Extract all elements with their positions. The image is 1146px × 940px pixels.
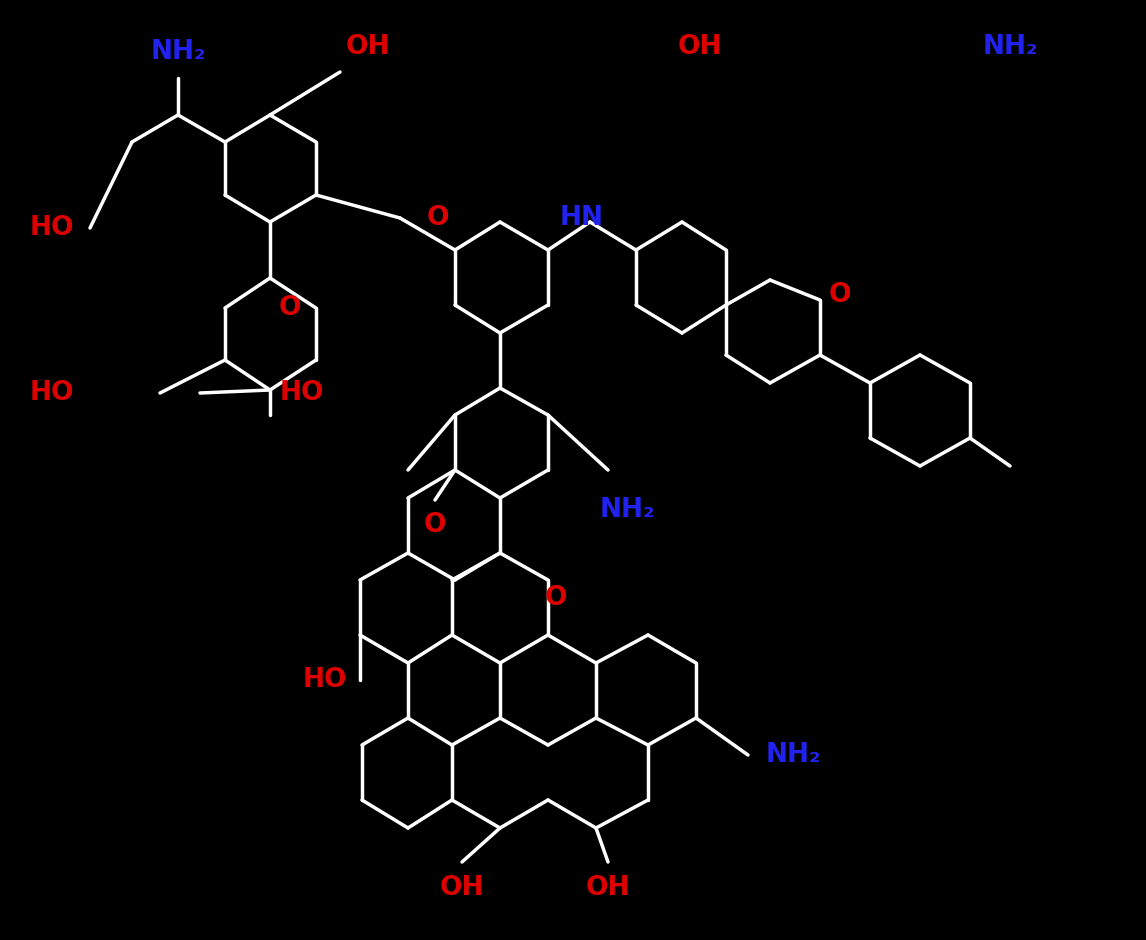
- Text: HO: HO: [30, 380, 74, 406]
- Text: NH₂: NH₂: [599, 497, 654, 523]
- Text: O: O: [544, 585, 567, 611]
- Text: OH: OH: [586, 875, 630, 901]
- Text: OH: OH: [440, 875, 485, 901]
- Text: HO: HO: [280, 380, 324, 406]
- Text: HO: HO: [303, 667, 347, 693]
- Text: HO: HO: [30, 215, 74, 241]
- Text: HN: HN: [560, 205, 604, 231]
- Text: NH₂: NH₂: [982, 34, 1038, 60]
- Text: NH₂: NH₂: [150, 39, 206, 65]
- Text: O: O: [426, 205, 449, 231]
- Text: O: O: [278, 295, 301, 321]
- Text: O: O: [829, 282, 851, 308]
- Text: OH: OH: [346, 34, 391, 60]
- Text: O: O: [424, 512, 446, 538]
- Text: OH: OH: [677, 34, 722, 60]
- Text: NH₂: NH₂: [766, 742, 821, 768]
